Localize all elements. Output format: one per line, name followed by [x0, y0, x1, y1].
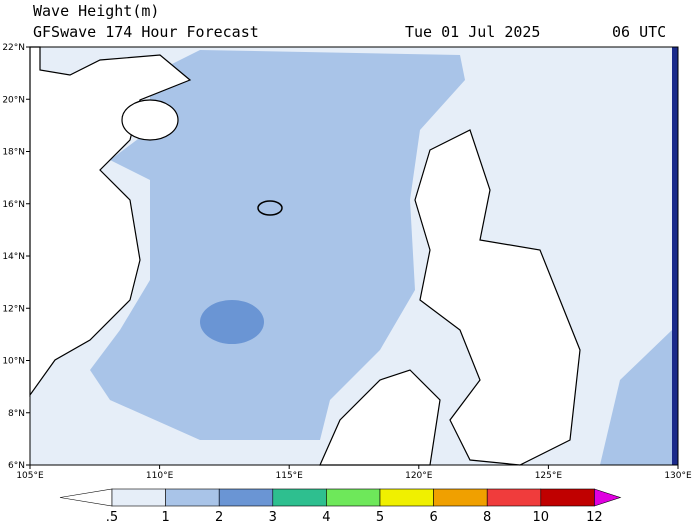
colorbar-segment	[540, 488, 595, 507]
sea-dark	[200, 300, 264, 344]
colorbar-label: 10	[533, 510, 550, 525]
colorbar-segment	[486, 488, 542, 507]
island	[257, 200, 283, 216]
island	[121, 99, 179, 141]
colorbar-label: 2	[215, 510, 223, 525]
colorbar-end	[59, 488, 113, 507]
colorbar-label: .5	[106, 510, 118, 525]
lat-label: 12°N	[2, 304, 25, 314]
colorbar-label: 1	[161, 510, 169, 525]
title: Wave Height(m)	[33, 2, 159, 20]
colorbar-label: 12	[586, 510, 603, 525]
lon-label: 120°E	[405, 471, 433, 481]
date: Tue 01 Jul 2025	[405, 23, 540, 41]
colorbar-end	[594, 488, 622, 507]
lat-label: 6°N	[8, 461, 25, 471]
colorbar-segment	[379, 488, 434, 507]
sea-edge	[672, 47, 678, 465]
lat-label: 14°N	[2, 252, 25, 262]
colorbar-label: 6	[429, 510, 437, 525]
sea-medium	[600, 330, 672, 465]
colorbar-label: 4	[322, 510, 330, 525]
colorbar-label: 8	[483, 510, 491, 525]
lat-label: 22°N	[2, 43, 25, 53]
lat-label: 16°N	[2, 200, 25, 210]
land	[29, 46, 192, 397]
colorbar-segment	[165, 488, 220, 507]
lon-label: 130°E	[664, 471, 692, 481]
axis-ticks: 6°N 8°N 10°N 12°N 14°N 16°N 18°N 20°N 22°N 105°E 1…	[2, 43, 692, 481]
lat-label: 18°N	[2, 148, 25, 158]
lat-label: 20°N	[2, 95, 25, 105]
colorbar-segment	[111, 488, 166, 507]
colorbar-label: 3	[269, 510, 277, 525]
lat-label: 10°N	[2, 357, 25, 367]
colorbar-segment	[218, 488, 274, 507]
subtitle: GFSwave 174 Hour Forecast	[33, 23, 259, 41]
lon-label: 110°E	[146, 471, 174, 481]
colorbar-label: 5	[376, 510, 384, 525]
lat-label: 8°N	[8, 409, 25, 419]
colorbar-segment	[272, 488, 327, 507]
sea-medium	[90, 50, 465, 440]
map	[29, 46, 679, 466]
lon-label: 105°E	[16, 471, 44, 481]
colorbar-segment	[433, 488, 488, 507]
lon-label: 115°E	[276, 471, 304, 481]
time: 06 UTC	[612, 23, 666, 41]
colorbar-segment	[326, 488, 381, 507]
lon-label: 125°E	[535, 471, 563, 481]
colorbar: .5 1 2 3 4 5 6 8 10 12	[59, 488, 622, 525]
